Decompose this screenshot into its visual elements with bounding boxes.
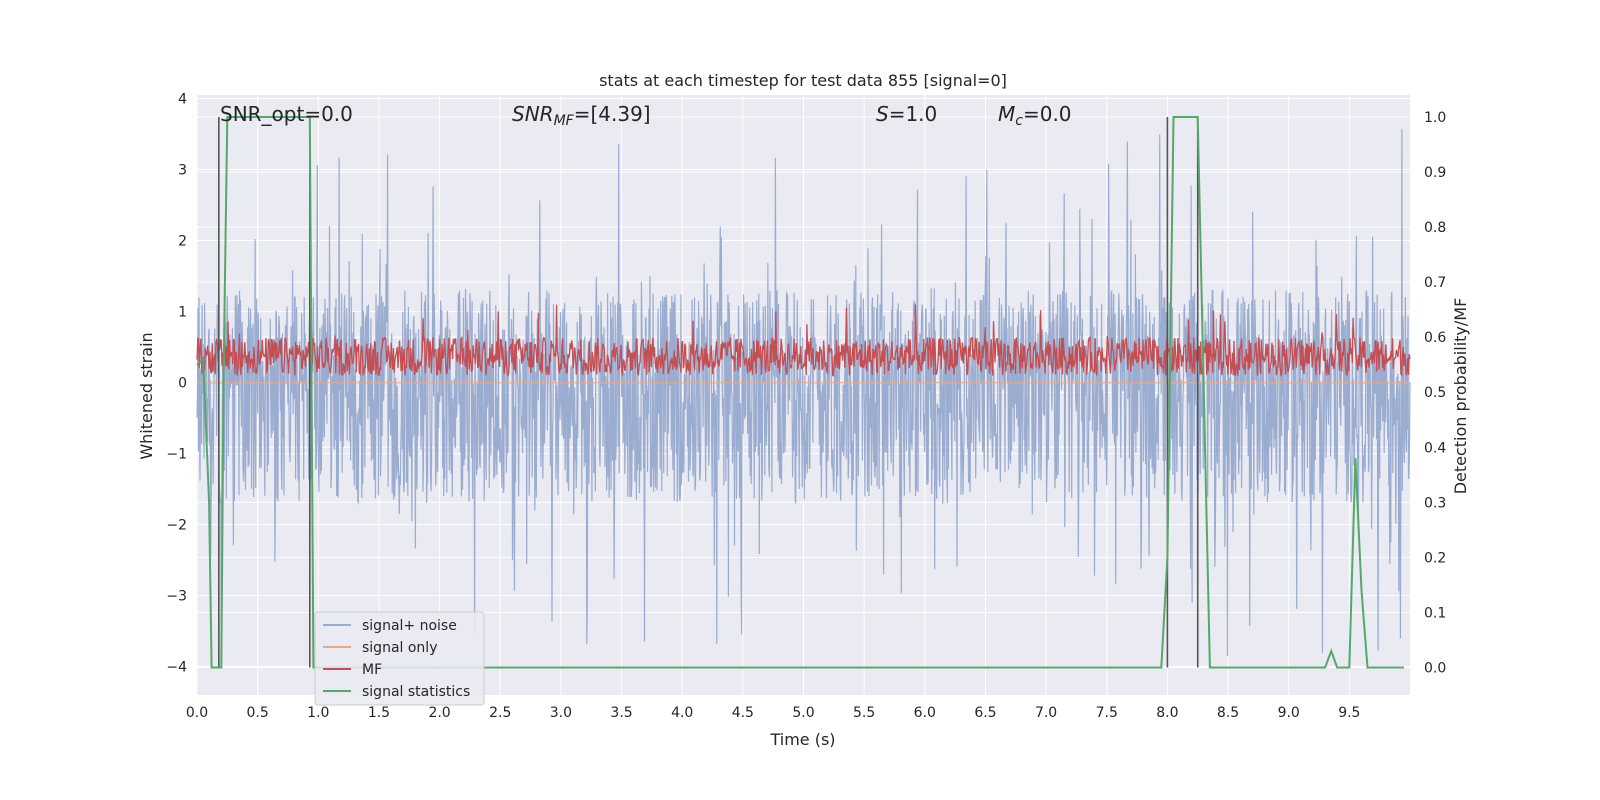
y-right-tick-label: 0.2 bbox=[1424, 550, 1446, 566]
signal-statistics-series bbox=[196, 116, 1404, 669]
y-right-tick-label: 0.1 bbox=[1424, 605, 1446, 621]
x-tick-label: 3.5 bbox=[610, 705, 632, 721]
annotation-mc-sub: c bbox=[1015, 113, 1023, 129]
x-tick-label: 1.5 bbox=[368, 705, 390, 721]
x-axis-label: Time (s) bbox=[769, 730, 835, 749]
mf-line bbox=[196, 304, 1411, 377]
y-left-tick-label: 3 bbox=[178, 163, 187, 179]
x-tick-label: 8.5 bbox=[1217, 705, 1239, 721]
x-tick-label: 4.5 bbox=[732, 705, 754, 721]
y-right-tick-label: 0.9 bbox=[1424, 165, 1446, 181]
y-right-tick-label: 0.4 bbox=[1424, 440, 1446, 456]
annotation-snr-mf: SNRMF=[4.39] bbox=[512, 102, 651, 129]
x-tick-label: 4.0 bbox=[671, 705, 693, 721]
x-tick-label: 3.0 bbox=[550, 705, 572, 721]
annotation-snr-mf-prefix: SNR bbox=[512, 102, 554, 126]
y-right-tick-label: 0.0 bbox=[1424, 660, 1446, 676]
legend-label-signal-noise: signal+ noise bbox=[362, 618, 457, 634]
annotation-s-value: =1.0 bbox=[889, 102, 938, 126]
y-left-tick-label: −2 bbox=[166, 518, 187, 534]
x-tick-label: 9.0 bbox=[1278, 705, 1300, 721]
y-right-tick-label: 1.0 bbox=[1424, 110, 1446, 126]
x-tick-label: 6.5 bbox=[974, 705, 996, 721]
y-left-tick-label: −4 bbox=[166, 660, 187, 676]
x-tick-label: 2.5 bbox=[489, 705, 511, 721]
y-right-tick-label: 0.3 bbox=[1424, 495, 1446, 511]
x-tick-label: 0.0 bbox=[186, 705, 208, 721]
x-tick-label: 8.0 bbox=[1156, 705, 1178, 721]
x-tick-label: 5.0 bbox=[792, 705, 814, 721]
annotation-mc-value: =0.0 bbox=[1023, 102, 1072, 126]
annotation-mc-prefix: M bbox=[998, 102, 1015, 126]
x-tick-label: 6.0 bbox=[914, 705, 936, 721]
y-right-tick-labels: 1.0 0.9 0.8 0.7 0.6 0.5 0.4 0.3 0.2 0.1 0.0 bbox=[1424, 110, 1446, 676]
annotation-s-prefix: S bbox=[876, 102, 889, 126]
y-axis-label-left: Whitened strain bbox=[137, 332, 156, 459]
signal-noise-series bbox=[196, 129, 1411, 657]
legend: signal+ noise signal only MF signal stat… bbox=[314, 611, 485, 706]
annotation-snr-mf-value: =[4.39] bbox=[574, 102, 651, 126]
y-right-tick-label: 0.8 bbox=[1424, 220, 1446, 236]
y-right-tick-label: 0.7 bbox=[1424, 275, 1446, 291]
annotation-snr-mf-sub: MF bbox=[554, 113, 575, 129]
y-left-tick-label: 0 bbox=[178, 376, 187, 392]
legend-label-signal-statistics: signal statistics bbox=[362, 684, 470, 700]
legend-label-mf: MF bbox=[362, 662, 382, 678]
x-tick-label: 9.5 bbox=[1338, 705, 1360, 721]
legend-label-signal-only: signal only bbox=[362, 640, 437, 656]
annotation-mc: Mc=0.0 bbox=[998, 102, 1072, 129]
signal-statistics-line bbox=[196, 116, 1404, 669]
annotation-snr-opt: SNR_opt=0.0 bbox=[220, 102, 353, 126]
x-tick-label: 2.0 bbox=[428, 705, 450, 721]
x-tick-label: 0.5 bbox=[247, 705, 269, 721]
x-tick-label: 7.0 bbox=[1035, 705, 1057, 721]
x-tick-label: 7.5 bbox=[1096, 705, 1118, 721]
y-left-tick-label: 1 bbox=[178, 305, 187, 321]
annotation-s: S=1.0 bbox=[876, 102, 937, 126]
x-tick-label: 5.5 bbox=[853, 705, 875, 721]
x-tick-label: 1.0 bbox=[307, 705, 329, 721]
y-left-tick-label: −1 bbox=[166, 447, 187, 463]
legend-box bbox=[314, 611, 485, 706]
x-tick-labels: 0.0 0.5 1.0 1.5 2.0 2.5 3.0 3.5 4.0 4.5 5.0 5.5 6.0 6… bbox=[186, 705, 1361, 721]
y-left-tick-label: 2 bbox=[178, 234, 187, 250]
chart-title: stats at each timestep for test data 855… bbox=[599, 71, 1007, 90]
y-left-tick-labels: 4 3 2 1 0 −1 −2 −3 −4 bbox=[166, 92, 187, 676]
mf-series bbox=[196, 304, 1411, 377]
y-left-tick-label: −3 bbox=[166, 589, 187, 605]
y-left-tick-label: 4 bbox=[178, 92, 187, 108]
y-right-tick-label: 0.6 bbox=[1424, 330, 1446, 346]
signal-noise-line bbox=[196, 129, 1411, 657]
y-axis-label-right: Detection probability/MF bbox=[1451, 298, 1470, 495]
y-right-tick-label: 0.5 bbox=[1424, 385, 1446, 401]
